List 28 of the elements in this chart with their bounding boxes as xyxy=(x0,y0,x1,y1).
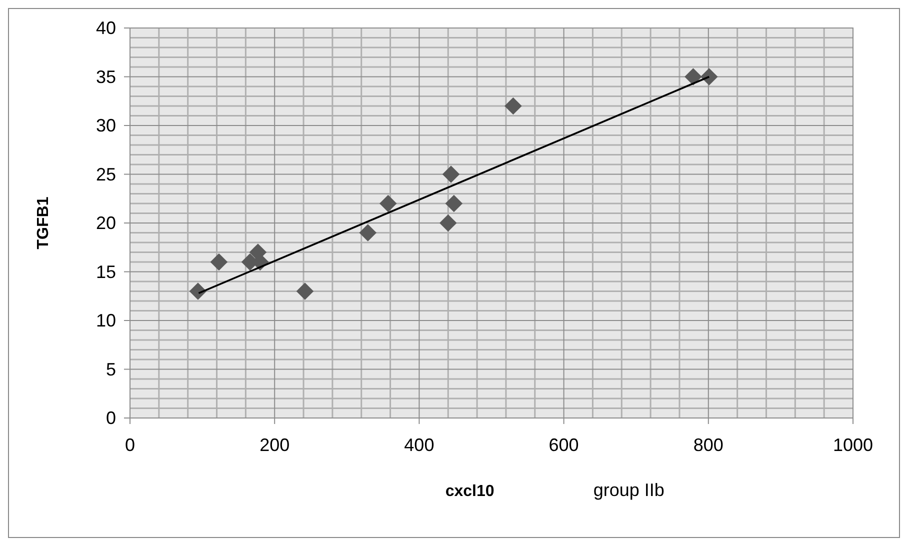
y-tick-label: 30 xyxy=(96,116,116,136)
y-axis-title: TGFB1 xyxy=(35,196,52,250)
y-tick-label: 5 xyxy=(106,359,116,380)
y-tick-label: 40 xyxy=(96,18,116,38)
x-axis-title: cxcl10 xyxy=(445,483,494,500)
point xyxy=(442,166,460,183)
point xyxy=(210,253,228,271)
point xyxy=(700,68,718,86)
y-tick-label: 15 xyxy=(96,262,116,282)
x-tick-label: 0 xyxy=(124,435,136,455)
x-tick-label: 400 xyxy=(404,435,434,455)
point xyxy=(296,282,314,300)
x-tick-label: 1000 xyxy=(832,435,874,455)
point xyxy=(379,194,397,212)
point xyxy=(445,194,463,212)
x-tick-label: 800 xyxy=(693,435,724,455)
y-tick-label: 20 xyxy=(96,213,116,233)
point xyxy=(359,224,377,242)
point xyxy=(684,68,702,86)
x-tick-label: 200 xyxy=(260,435,290,455)
point xyxy=(504,97,522,115)
point xyxy=(439,214,457,232)
y-tick-label: 25 xyxy=(96,164,116,184)
x-tick-label: 600 xyxy=(548,435,579,455)
y-tick-label: 0 xyxy=(106,408,116,428)
y-tick-label: 10 xyxy=(96,310,116,330)
text: group IIb xyxy=(593,480,664,500)
y-tick-label: 35 xyxy=(96,66,116,87)
